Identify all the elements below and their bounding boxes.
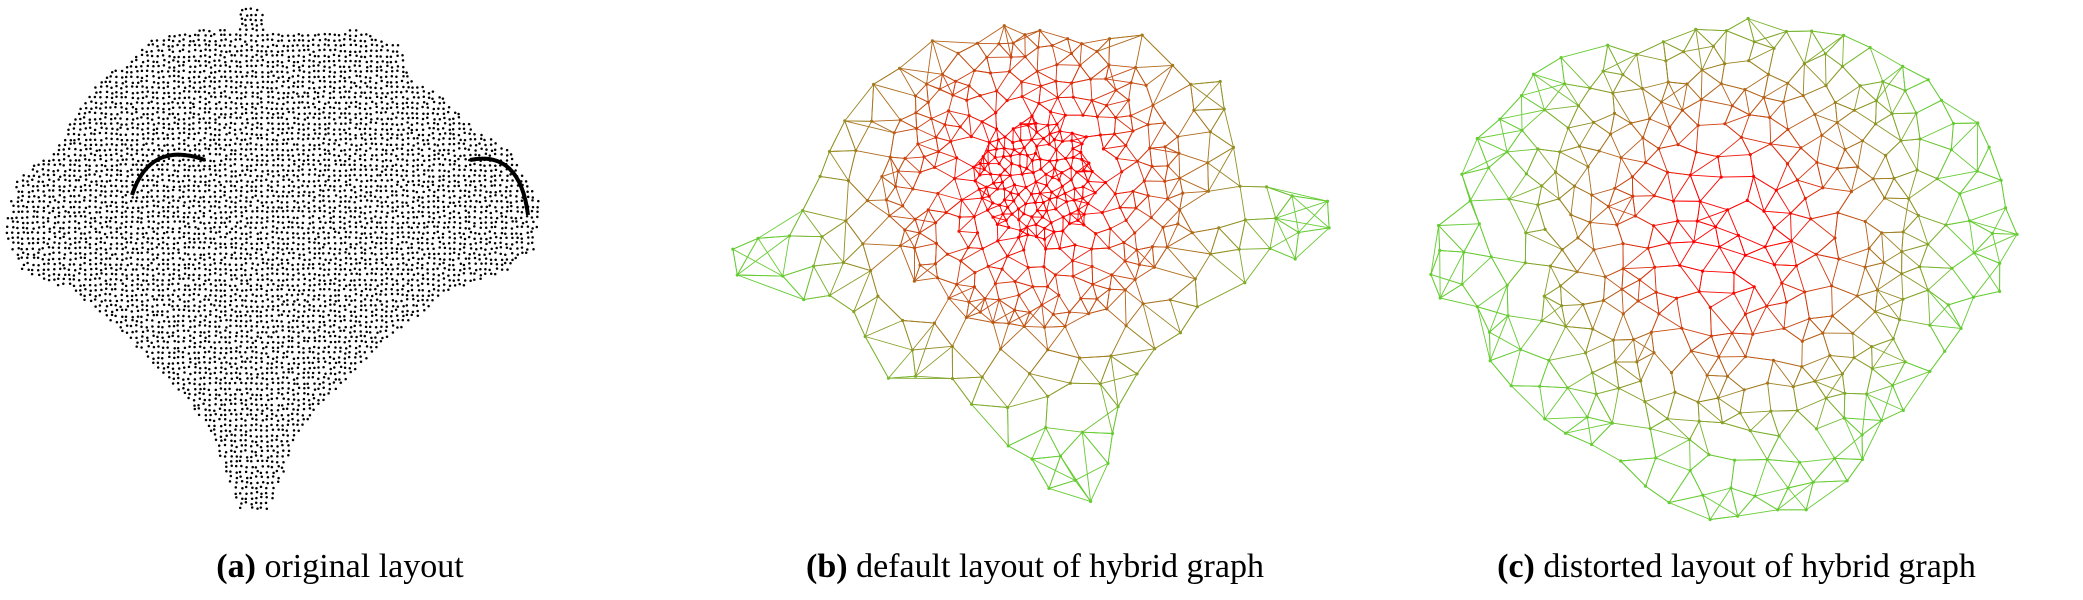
default-layout-graph	[731, 24, 1331, 503]
panel-c-distorted-layout: (c) distorted layout of hybrid graph	[1390, 0, 2083, 600]
distorted-layout-graph	[1429, 16, 2019, 522]
panel-a-original-layout: (a) original layout	[0, 0, 680, 600]
caption-a-text: original layout	[264, 548, 464, 585]
mesh-edges	[1430, 18, 2018, 520]
mesh-edges	[732, 25, 1330, 502]
caption-b-text: default layout of hybrid graph	[856, 548, 1264, 585]
mesh-nodes	[1429, 16, 2019, 522]
node-dots	[5, 7, 540, 510]
caption-a: (a) original layout	[0, 548, 680, 586]
caption-c-text: distorted layout of hybrid graph	[1543, 548, 1976, 585]
caption-a-tag: (a)	[216, 548, 256, 585]
mesh-nodes	[731, 24, 1331, 503]
caption-b-tag: (b)	[806, 548, 848, 585]
caption-b: (b) default layout of hybrid graph	[690, 548, 1380, 586]
caption-c: (c) distorted layout of hybrid graph	[1390, 548, 2083, 586]
ridge-arcs	[130, 152, 530, 216]
caption-c-tag: (c)	[1497, 548, 1535, 585]
panel-b-default-layout: (b) default layout of hybrid graph	[690, 0, 1380, 600]
original-layout-graph	[5, 7, 540, 510]
